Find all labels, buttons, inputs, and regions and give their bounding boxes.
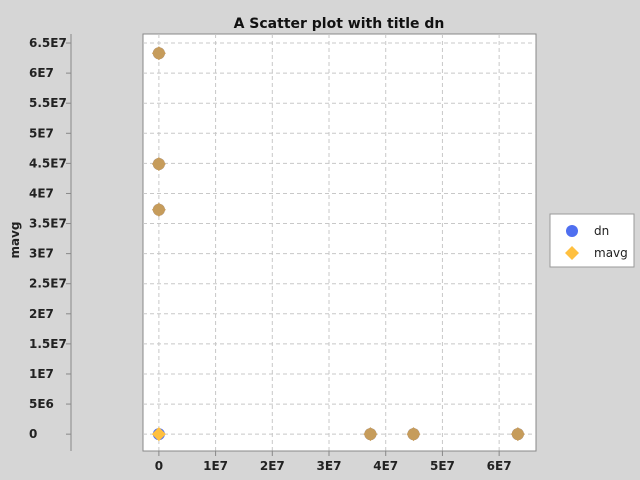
data-points [151, 46, 525, 442]
mavg-point [151, 427, 166, 442]
legend-box [549, 213, 635, 268]
x-tick-label: 0 [155, 459, 163, 473]
x-tick-label: 1E7 [203, 459, 228, 473]
legend-mavg-marker [565, 246, 579, 260]
y-tick-label: 3E7 [29, 247, 54, 261]
y-tick-label: 1E7 [29, 367, 54, 381]
y-tick-label: 5.5E7 [29, 96, 67, 110]
x-tick-label: 4E7 [373, 459, 398, 473]
y-tick-label: 2E7 [29, 307, 54, 321]
legend-mavg-label: mavg [594, 246, 628, 260]
y-tick-label: 5E6 [29, 397, 54, 411]
dn-point-overlap [511, 428, 524, 441]
dn-point-overlap [152, 157, 165, 170]
y-tick-label: 5E7 [29, 126, 54, 140]
x-tick-label: 2E7 [260, 459, 285, 473]
plot-area [142, 33, 537, 452]
y-tick-label: 3.5E7 [29, 217, 67, 231]
x-tick-label: 5E7 [430, 459, 455, 473]
legend: dn mavg [549, 213, 635, 268]
x-tick-label: 6E7 [487, 459, 512, 473]
legend-dn-label: dn [594, 224, 609, 238]
y-tick-label: 6E7 [29, 66, 54, 80]
grid-lines [143, 34, 536, 451]
y-tick-label: 1.5E7 [29, 337, 67, 351]
dn-point-overlap [364, 428, 377, 441]
y-tick-label: 6.5E7 [29, 36, 67, 50]
legend-dn-marker [566, 225, 578, 237]
x-axis-ticks: 0 1E7 2E7 3E7 4E7 5E7 6E7 [155, 451, 512, 473]
y-axis-title: mavg [8, 221, 22, 258]
chart-title: A Scatter plot with title dn [234, 16, 445, 32]
dn-point-overlap [152, 47, 165, 60]
y-tick-label: 4.5E7 [29, 156, 67, 170]
dn-point-overlap [152, 203, 165, 216]
y-tick-label: 2.5E7 [29, 277, 67, 291]
y-tick-label: 4E7 [29, 186, 54, 200]
y-axis-ticks: 0 5E6 1E7 1.5E7 2E7 2.5E7 3E7 3.5E7 4E7 4.5E7 5E7 5… [29, 36, 71, 441]
x-tick-label: 3E7 [317, 459, 342, 473]
y-tick-label: 0 [29, 427, 37, 441]
dn-point-overlap [407, 428, 420, 441]
